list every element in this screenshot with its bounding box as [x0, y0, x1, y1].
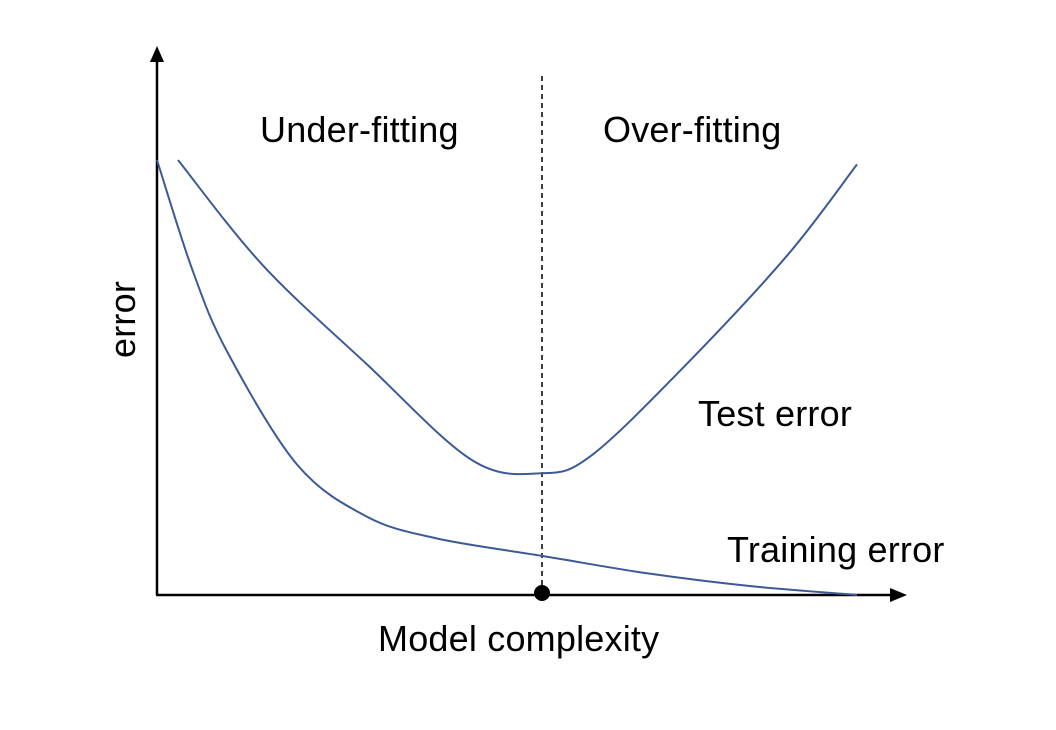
- training-error-label: Training error: [727, 529, 945, 570]
- over-fitting-label: Over-fitting: [603, 109, 782, 150]
- test-error-curve: [177, 159, 858, 476]
- x-axis-arrowhead: [890, 588, 907, 602]
- optimum-point: [534, 585, 550, 601]
- x-axis-label: Model complexity: [378, 618, 660, 659]
- under-fitting-label: Under-fitting: [260, 109, 459, 150]
- y-axis-arrowhead: [150, 46, 164, 62]
- training-error-curve: [156, 159, 858, 596]
- test-error-label: Test error: [698, 393, 853, 434]
- y-axis-label: error: [102, 280, 143, 358]
